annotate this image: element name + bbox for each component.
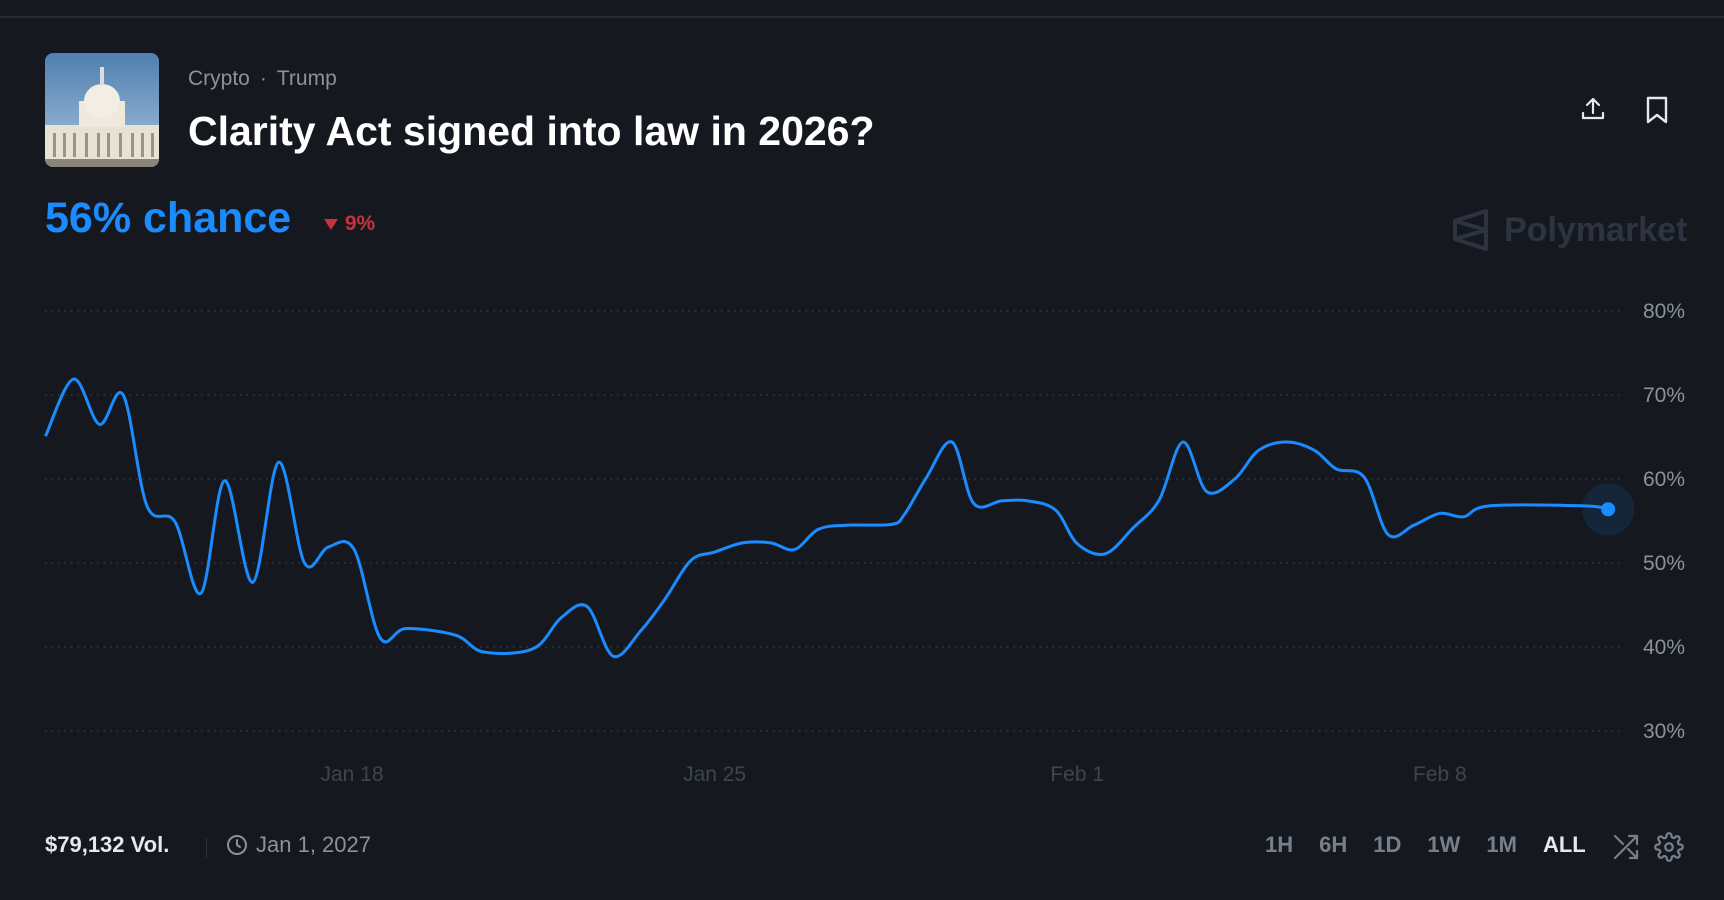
settings-button[interactable] <box>1654 832 1684 867</box>
top-divider <box>0 16 1724 18</box>
market-image <box>45 53 159 167</box>
x-tick-label: Jan 25 <box>683 763 746 786</box>
page-title: Clarity Act signed into law in 2026? <box>188 108 875 154</box>
footer-divider <box>206 838 207 858</box>
range-all[interactable]: ALL <box>1542 832 1586 857</box>
polymarket-logo: Polymarket <box>1452 208 1687 252</box>
change-badge: 9% <box>323 212 375 236</box>
y-tick-label: 60% <box>1643 468 1685 491</box>
chance-value: 56% chance <box>45 194 292 242</box>
share-icon <box>1581 97 1605 120</box>
breadcrumb-trump[interactable]: Trump <box>276 67 337 90</box>
range-1h[interactable]: 1H <box>1265 832 1294 857</box>
x-tick-label: Feb 8 <box>1413 763 1467 786</box>
end-date-text: Jan 1, 2027 <box>256 832 371 857</box>
y-tick-label: 70% <box>1643 384 1685 407</box>
range-1m[interactable]: 1M <box>1486 832 1517 857</box>
shuffle-button[interactable] <box>1612 833 1640 866</box>
share-button[interactable] <box>1579 95 1607 128</box>
price-chart[interactable]: 80% 70% 60% 50% 40% 30% Jan 18 Jan 25 Feb 1 Feb 8 <box>0 0 1724 800</box>
polymarket-logo-icon <box>1453 209 1488 251</box>
current-point <box>1601 502 1616 517</box>
breadcrumb-separator: · <box>259 67 267 90</box>
x-tick-label: Jan 18 <box>320 763 383 786</box>
breadcrumb-crypto[interactable]: Crypto <box>188 67 250 90</box>
bookmark-button[interactable] <box>1645 95 1669 130</box>
range-6h[interactable]: 6H <box>1319 832 1348 857</box>
y-tick-label: 40% <box>1643 636 1685 659</box>
range-1w[interactable]: 1W <box>1427 832 1461 857</box>
y-tick-label: 80% <box>1643 300 1685 323</box>
change-value: 9% <box>344 212 376 235</box>
shuffle-icon <box>1613 834 1639 860</box>
down-arrow-icon <box>324 219 338 230</box>
volume: $79,132 Vol. <box>45 832 170 857</box>
brand-name: Polymarket <box>1504 210 1688 249</box>
end-date: Jan 1, 2027 <box>226 832 371 858</box>
range-1d[interactable]: 1D <box>1373 832 1402 857</box>
y-tick-label: 30% <box>1643 720 1685 743</box>
bookmark-icon <box>1646 96 1668 124</box>
time-range-selector: 1H 6H 1D 1W 1M ALL <box>1265 832 1586 858</box>
x-tick-label: Feb 1 <box>1050 763 1104 786</box>
y-tick-label: 50% <box>1643 552 1685 575</box>
breadcrumb: Crypto · Trump <box>188 67 337 91</box>
gear-icon <box>1654 832 1684 862</box>
clock-icon <box>227 835 247 855</box>
price-line <box>44 377 1609 659</box>
